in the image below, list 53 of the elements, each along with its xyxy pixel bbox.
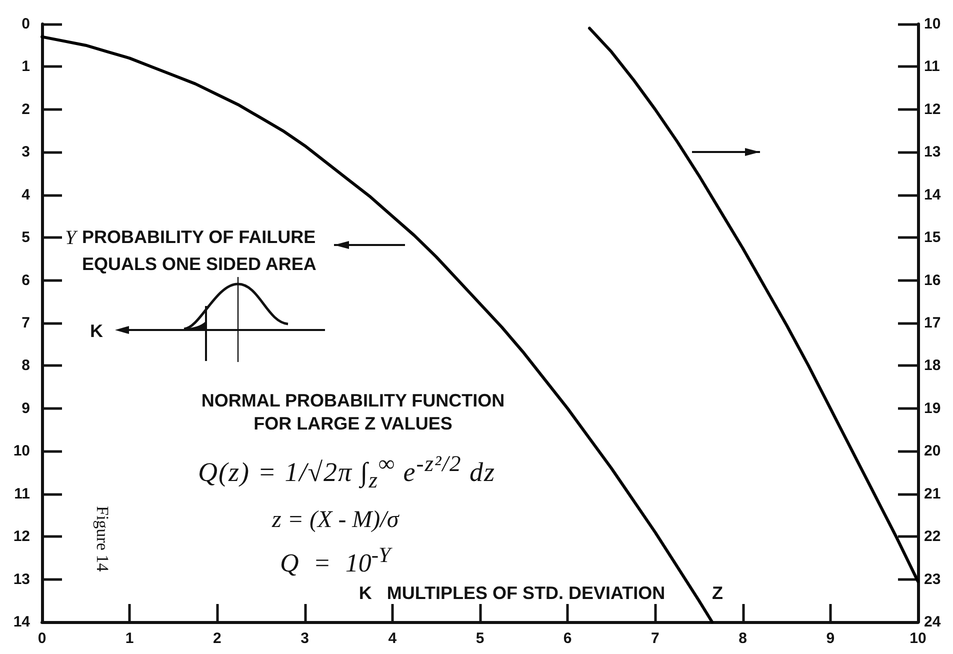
y2-tick-label: 16 — [924, 272, 941, 289]
y2-tick-label: 19 — [924, 400, 941, 417]
y2-tick-label: 10 — [924, 16, 941, 32]
y-tick-label: 8 — [22, 357, 30, 374]
x-axis-title: K MULTIPLES OF STD. DEVIATION — [358, 583, 666, 603]
y-tick-label: 2 — [22, 100, 30, 118]
annotation: K — [90, 320, 103, 343]
y-tick-label: 11 — [14, 485, 30, 502]
x-tick-label: 3 — [300, 630, 309, 647]
y-axis-title: Y — [65, 226, 76, 250]
y2-tick-label: 17 — [924, 314, 941, 332]
x-tick-label: 8 — [738, 630, 747, 647]
y-tick-label: 6 — [22, 272, 30, 289]
y2-tick-label: 15 — [924, 229, 941, 246]
y2-tick-label: 12 — [924, 100, 941, 118]
y2-tick-label: 18 — [924, 357, 941, 374]
annotation: Q = 10$^{-Y}$ — [280, 542, 391, 579]
y-tick-label: 4 — [22, 186, 31, 204]
y2-tick-label: 21 — [924, 485, 941, 502]
y2-tick-label: 13 — [924, 144, 941, 161]
y-tick-label: 1 — [22, 58, 30, 76]
annotation: Q(z) = 1/√2π ∫$_{z}$$^{∞}$ e$^{-z²/2}$ dz — [198, 450, 496, 494]
x-tick-label: 0 — [38, 630, 46, 647]
y2-tick-label: 11 — [924, 58, 940, 76]
annotation: Z — [712, 582, 723, 605]
y-tick-label: 3 — [22, 144, 30, 161]
y-tick-label: 9 — [22, 400, 30, 417]
y2-tick-label: 23 — [924, 570, 941, 588]
y-tick-label: 7 — [22, 314, 30, 332]
y2-tick-label: 22 — [924, 528, 941, 546]
y-tick-label: 0 — [22, 16, 30, 32]
line-series — [588, 26, 920, 583]
x-tick-label: 5 — [476, 630, 484, 647]
x-tick-label: 4 — [388, 630, 398, 647]
annotation: Figure 14 — [92, 506, 112, 572]
x-tick-label: 6 — [563, 630, 572, 647]
x-tick-label: 2 — [213, 630, 222, 647]
y-tick-label: 14 — [13, 614, 31, 630]
x-tick-label: 1 — [125, 630, 134, 647]
y-tick-label: 13 — [13, 570, 30, 588]
y2-tick-label: 14 — [924, 186, 942, 204]
y-tick-label: 12 — [13, 528, 30, 546]
x-tick-label: 9 — [826, 630, 835, 647]
y2-tick-label: 20 — [924, 442, 941, 460]
annotation: z = (X - M)/σ — [272, 506, 399, 534]
text: NORMAL PROBABILITY FUNCTION FOR LARGE Z VALUES — [201, 390, 505, 434]
x-tick-label: 10 — [910, 630, 926, 647]
y-tick-label: 10 — [13, 442, 30, 460]
y2-tick-label: 24 — [924, 614, 942, 630]
x-tick-label: 7 — [651, 630, 660, 647]
line-series — [40, 35, 714, 624]
y-tick-label: 5 — [22, 229, 30, 246]
annotation: PROBABILITY OF FAILURE EQUALS ONE SIDED AREA — [82, 226, 316, 276]
